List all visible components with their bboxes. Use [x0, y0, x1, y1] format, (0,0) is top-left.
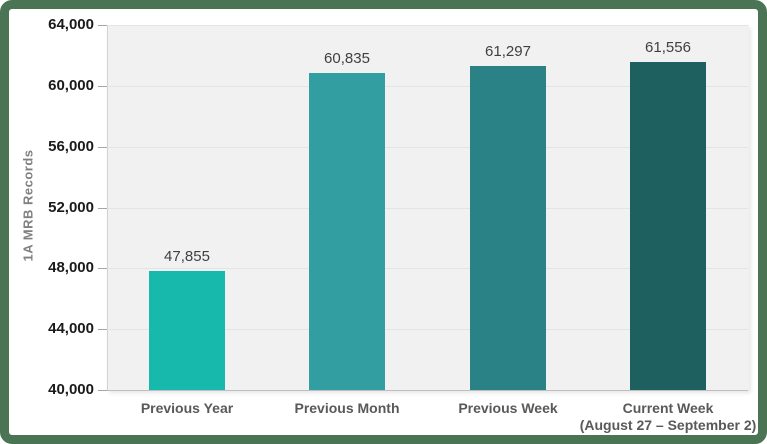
y-axis-title: 1A MRB Records: [20, 149, 36, 262]
category-label-line: Current Week: [622, 400, 714, 416]
bar-2: [309, 73, 385, 390]
y-tick-label: 44,000: [48, 320, 94, 337]
y-tick-label: 52,000: [48, 199, 94, 216]
y-tick-mark: [98, 208, 107, 209]
y-tick-label: 64,000: [48, 16, 94, 33]
y-tick-label: 56,000: [48, 138, 94, 155]
category-label-line: Previous Year: [140, 400, 234, 416]
y-tick-mark: [98, 25, 107, 26]
bar-value-label: 47,855: [164, 248, 210, 265]
y-tick-label: 48,000: [48, 259, 94, 276]
y-tick-mark: [98, 86, 107, 87]
category-label: Previous Month: [197, 400, 497, 417]
category-label: Previous Year: [37, 400, 337, 417]
category-label: Current Week (August 27 – September 2): [518, 400, 767, 434]
y-tick-mark: [98, 147, 107, 148]
gridline: [107, 25, 748, 26]
category-label-line: Previous Week: [458, 400, 558, 416]
gridline: [107, 147, 748, 148]
bar-value-label: 61,297: [485, 43, 531, 60]
bar-value-label: 61,556: [645, 39, 691, 56]
gridline: [107, 268, 748, 269]
category-label: Previous Week: [358, 400, 658, 417]
y-tick-mark: [98, 268, 107, 269]
bar-value-label: 60,835: [324, 50, 370, 67]
y-tick-mark: [98, 390, 107, 391]
y-tick-label: 60,000: [48, 77, 94, 94]
gridline: [107, 329, 748, 330]
bar-1: [149, 271, 225, 390]
bar-4: [630, 62, 706, 390]
y-tick-mark: [98, 329, 107, 330]
category-label-line: (August 27 – September 2): [579, 417, 757, 433]
y-tick-label: 40,000: [48, 381, 94, 398]
category-label-line: Previous Month: [294, 400, 400, 416]
gridline: [107, 208, 748, 209]
bar-3: [470, 66, 546, 390]
x-axis-line: [107, 390, 748, 391]
gridline: [107, 86, 748, 87]
